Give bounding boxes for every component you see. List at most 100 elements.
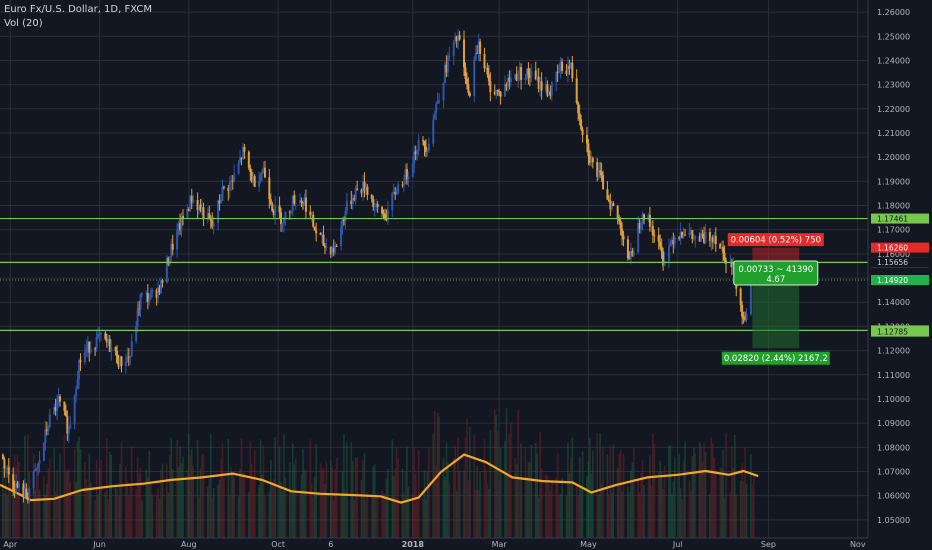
- candle-body: [38, 460, 41, 464]
- volume-bar: [208, 478, 211, 538]
- candle-body: [704, 232, 707, 243]
- volume-bar: [351, 461, 354, 538]
- volume-bar: [218, 479, 221, 538]
- volume-bar: [189, 455, 192, 538]
- volume-bar: [599, 433, 601, 538]
- volume-bar: [107, 499, 110, 538]
- volume-bar: [44, 495, 47, 538]
- candle-body: [332, 248, 335, 253]
- candle-body: [479, 41, 482, 54]
- volume-bar: [735, 494, 738, 538]
- candle-body: [304, 197, 307, 212]
- candle-body: [177, 223, 180, 230]
- volume-bar: [233, 477, 235, 538]
- candle-body: [75, 389, 78, 396]
- volume-bar: [130, 446, 133, 538]
- volume-bar: [303, 469, 306, 538]
- candle-body: [95, 336, 98, 349]
- volume-bar: [745, 484, 748, 538]
- candle-body: [363, 181, 366, 192]
- candle-body: [606, 189, 609, 200]
- candle-body: [98, 334, 101, 336]
- price-tag-bg: [871, 257, 929, 268]
- volume-bar: [373, 464, 376, 538]
- candle-body: [659, 241, 662, 247]
- candle-body: [83, 352, 86, 363]
- candle-body: [271, 203, 274, 211]
- volume-bar: [346, 442, 348, 538]
- volume-bar: [476, 465, 478, 538]
- candle-body: [6, 467, 9, 469]
- candle-body: [117, 362, 120, 367]
- candle-body: [455, 36, 458, 41]
- volume-bar: [458, 470, 461, 538]
- candle-body: [590, 158, 593, 164]
- price-tick-label: 1.10000: [877, 395, 910, 404]
- volume-bar: [250, 463, 253, 538]
- volume-bar: [668, 445, 670, 538]
- price-axis[interactable]: 1.26000 1.25000 1.24000 1.23000 1.22000 1.210…: [867, 0, 932, 550]
- candle-body: [284, 211, 287, 218]
- candle-body: [247, 151, 250, 168]
- price-tag-label: 1.12785: [877, 328, 908, 337]
- candle-body: [599, 170, 602, 173]
- candle-body: [539, 81, 542, 89]
- volume-bar: [375, 494, 377, 538]
- candle-body: [684, 234, 687, 236]
- volume-bar: [672, 481, 675, 538]
- volume-bar: [447, 461, 449, 538]
- candle-body: [647, 214, 650, 220]
- candle-body: [550, 82, 553, 96]
- volume-bar: [305, 470, 307, 538]
- time-axis[interactable]: Apr Jun Aug Oct 6 2018 Mar May Jul Sep Nov: [0, 537, 932, 550]
- volume-bar: [606, 454, 609, 538]
- candle-body: [713, 235, 716, 243]
- long-position-tool[interactable]: 0.00604 (0.52%) 750 0.02820 (2.44%) 2167.…: [721, 233, 830, 365]
- candle-body: [261, 172, 264, 175]
- time-tick-label: Jun: [92, 540, 106, 549]
- volume-bar: [455, 491, 458, 538]
- volume-bar: [376, 495, 379, 538]
- volume-bar: [207, 486, 209, 538]
- volume-bar: [477, 490, 480, 538]
- volume-bar: [407, 486, 410, 538]
- candle-body: [104, 332, 107, 340]
- volume-bar: [520, 443, 522, 538]
- candle-body: [517, 75, 520, 81]
- candle-body: [692, 238, 695, 240]
- candle-body: [426, 150, 429, 152]
- candle-body: [392, 192, 395, 194]
- volume-bar: [280, 481, 282, 538]
- volume-bar: [161, 463, 164, 538]
- volume-bar: [340, 494, 342, 538]
- volume-bar: [385, 479, 388, 538]
- stop-loss-label-bg: [727, 233, 824, 247]
- candle-body: [682, 234, 685, 238]
- candle-body: [669, 243, 672, 247]
- volume-bar: [120, 442, 123, 538]
- volume-bar: [366, 492, 369, 538]
- candle-body: [698, 236, 701, 242]
- time-tick-label: Aug: [181, 540, 197, 549]
- time-tick-label: Sep: [761, 540, 776, 549]
- volume-bar: [693, 447, 695, 538]
- volume-bar: [517, 409, 519, 538]
- volume-bar: [414, 473, 417, 538]
- candle-body: [465, 78, 468, 85]
- candle-body: [741, 304, 744, 317]
- volume-bar: [66, 470, 69, 538]
- price-tick-label: 1.22000: [877, 105, 910, 114]
- volume-bar: [428, 447, 430, 538]
- volume-bar: [732, 468, 735, 538]
- candle-body: [722, 246, 725, 253]
- candle-body: [708, 232, 711, 241]
- volume-bar: [135, 489, 137, 538]
- candle-body: [269, 199, 272, 204]
- volume-bar: [742, 481, 745, 538]
- volume-layer: [0, 407, 759, 538]
- candle-body: [18, 483, 21, 488]
- volume-bar: [313, 476, 316, 538]
- volume-bar: [381, 490, 383, 538]
- volume-bar: [750, 453, 752, 538]
